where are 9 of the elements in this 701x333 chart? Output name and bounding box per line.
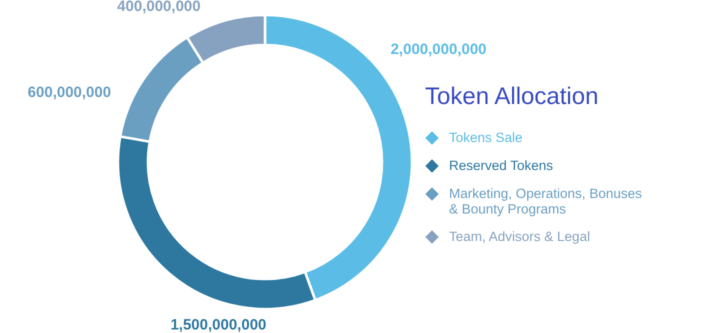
legend-label: Reserved Tokens (449, 158, 554, 173)
legend-label: Marketing, Operations, Bonuses & Bounty Programs (449, 186, 642, 216)
legend-label: Team, Advisors & Legal (449, 229, 590, 244)
legend-label: Tokens Sale (449, 130, 523, 145)
data-label: 600,000,000 (28, 84, 112, 102)
data-label: 1,500,000,000 (170, 316, 266, 333)
legend-title: Token Allocation (425, 83, 598, 110)
data-label: 2,000,000,000 (390, 40, 487, 58)
data-label: 400,000,000 (117, 0, 201, 15)
